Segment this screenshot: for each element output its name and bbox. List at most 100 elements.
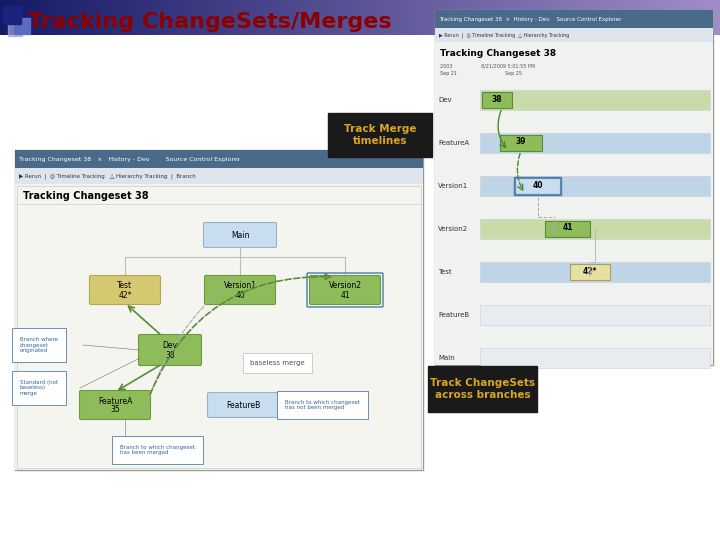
Bar [366,0,367,35]
Bar [151,0,152,35]
Bar [53,0,54,35]
Bar [135,0,136,35]
Bar [398,0,399,35]
Bar [607,0,608,35]
Text: Version2: Version2 [438,226,468,232]
Bar [302,0,303,35]
Bar [384,0,385,35]
Bar [64,0,65,35]
Bar [256,0,257,35]
Bar [45,0,46,35]
Text: Track Merge
timelines: Track Merge timelines [343,124,416,146]
Bar [258,0,259,35]
Bar [518,0,519,35]
Bar [543,0,544,35]
Bar [608,0,609,35]
Bar [44,0,45,35]
Bar [290,0,291,35]
Bar [51,0,52,35]
Bar [450,0,451,35]
Bar [121,0,122,35]
Bar [603,0,604,35]
Bar [108,0,109,35]
Bar [211,0,212,35]
Bar [236,0,237,35]
Bar [309,0,310,35]
Text: Tracking Changeset 38: Tracking Changeset 38 [440,50,556,58]
Bar [430,0,431,35]
Bar [480,219,710,239]
Bar [388,0,389,35]
Bar [512,0,513,35]
Bar [275,0,276,35]
Bar [147,0,148,35]
Bar [179,0,180,35]
Bar [637,0,638,35]
Bar [703,0,704,35]
Bar [476,0,477,35]
Bar [100,0,101,35]
Bar [471,0,472,35]
Bar [612,0,613,35]
Bar [27,0,28,35]
Bar [177,0,178,35]
Bar [270,0,271,35]
Bar [251,0,252,35]
Bar [589,0,590,35]
Bar [670,0,671,35]
Bar [480,0,481,35]
Bar [416,0,417,35]
Bar [243,0,244,35]
Bar [431,0,432,35]
Bar [467,0,468,35]
Bar [573,0,574,35]
Bar [541,0,542,35]
Bar [565,0,566,35]
Bar [143,0,144,35]
Bar [261,0,262,35]
Bar [621,0,622,35]
Bar [452,0,453,35]
Bar [636,0,637,35]
Text: ▶ Rerun  |  ◎ Timeline Tracking  △ Hierarchy Tracking: ▶ Rerun | ◎ Timeline Tracking △ Hierarch… [439,32,570,38]
Bar [561,0,562,35]
Bar [133,0,134,35]
Bar [33,0,34,35]
Bar [363,0,364,35]
Bar [550,0,551,35]
Bar [288,0,289,35]
Bar [620,0,621,35]
Bar [569,0,570,35]
Bar [480,133,710,153]
Bar [553,0,554,35]
Bar [66,0,67,35]
Bar [15,0,16,35]
Bar [196,0,197,35]
Bar [635,0,636,35]
Bar [334,0,335,35]
Bar [110,0,111,35]
Bar [444,0,445,35]
Bar [357,0,358,35]
Bar [1,0,2,35]
Bar [576,0,577,35]
Bar [606,0,607,35]
Bar [85,0,86,35]
Bar [495,0,496,35]
Bar [82,0,83,35]
Bar [167,0,168,35]
Bar [361,0,362,35]
Text: Standard (not
baseless)
merge: Standard (not baseless) merge [20,380,58,396]
Bar [514,0,515,35]
Bar [276,0,277,35]
Bar [598,0,599,35]
Bar [158,0,159,35]
Bar [418,0,419,35]
Bar [247,0,248,35]
Bar [50,0,51,35]
Bar [61,0,62,35]
Bar [65,0,66,35]
Bar [669,0,670,35]
Bar [3,0,4,35]
Bar [329,0,330,35]
